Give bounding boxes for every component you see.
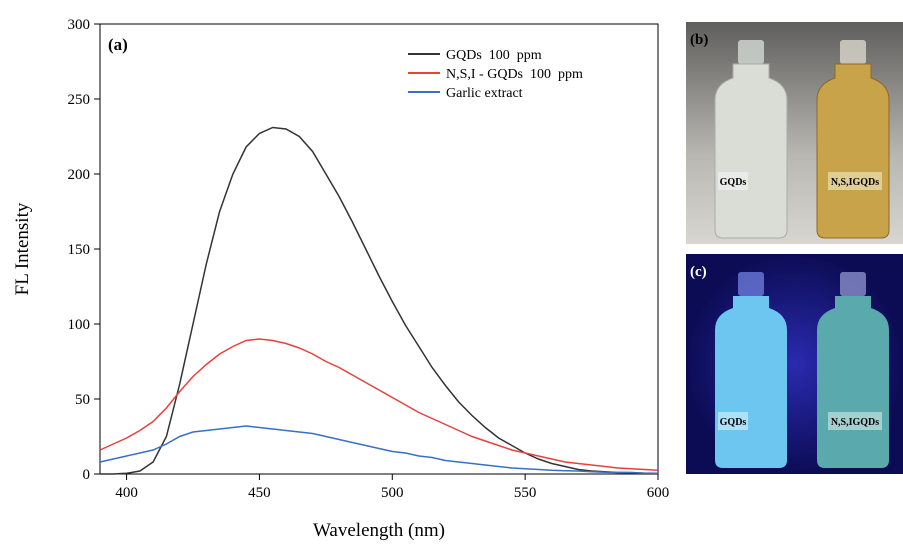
x-tick-label: 450 <box>248 485 271 501</box>
legend-label: Garlic extract <box>446 86 523 101</box>
x-tick-label: 600 <box>647 485 670 501</box>
plot-frame <box>99 23 659 475</box>
x-tick-label: 400 <box>115 485 138 501</box>
y-tick-label: 0 <box>83 467 91 483</box>
photo-b <box>686 22 903 244</box>
vial-label: N,S,IGQDs <box>831 177 879 188</box>
panel-label: (a) <box>108 35 128 54</box>
vial-label: GQDs <box>720 417 747 428</box>
series-line <box>99 425 659 475</box>
y-tick-label: 300 <box>68 17 91 33</box>
y-tick-label: 150 <box>68 242 91 258</box>
series-line <box>99 338 659 472</box>
y-axis-title: FL Intensity <box>12 202 33 295</box>
y-tick-label: 250 <box>68 92 91 108</box>
x-tick-label: 500 <box>381 485 404 501</box>
y-tick-label: 50 <box>75 392 90 408</box>
photo-c <box>686 254 903 474</box>
y-tick-label: 100 <box>68 317 91 333</box>
panel-label: (b) <box>690 32 708 48</box>
series-line <box>100 126 658 475</box>
x-tick-label: 550 <box>514 485 537 501</box>
panel-label: (c) <box>690 264 707 280</box>
legend-label: N,S,I - GQDs 100 ppm <box>446 67 583 82</box>
x-axis-title: Wavelength (nm) <box>313 520 445 541</box>
vial-label: GQDs <box>720 177 747 188</box>
y-tick-label: 200 <box>68 167 91 183</box>
vial-label: N,S,IGQDs <box>831 417 879 428</box>
legend-label: GQDs 100 ppm <box>446 48 542 63</box>
